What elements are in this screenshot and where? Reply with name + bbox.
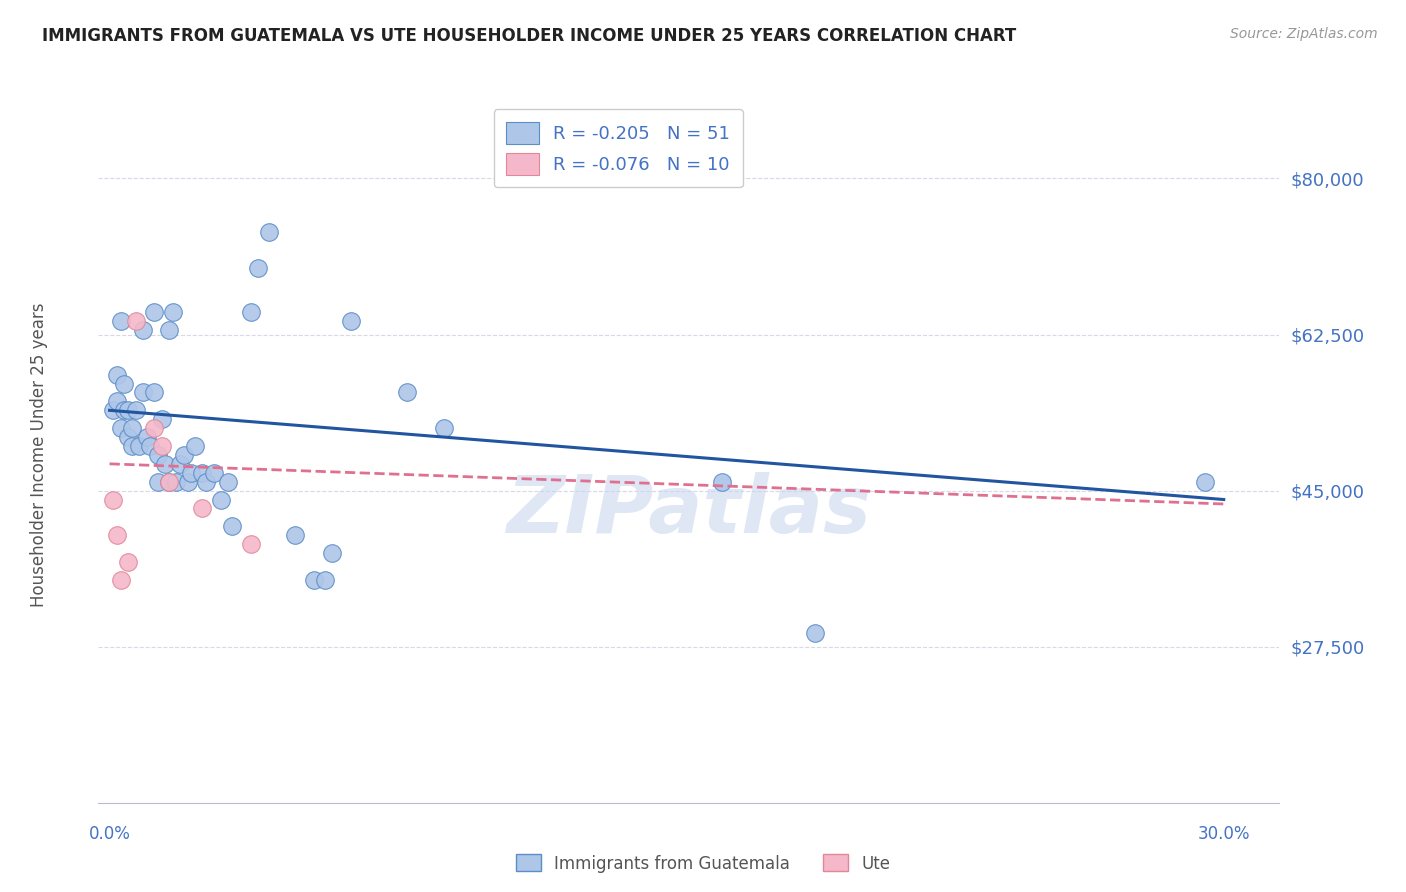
Point <box>302 573 325 587</box>
Point <box>110 573 132 587</box>
Point <box>202 466 225 480</box>
Point <box>121 439 143 453</box>
Point <box>340 314 363 328</box>
Legend: R = -0.205   N = 51, R = -0.076   N = 10: R = -0.205 N = 51, R = -0.076 N = 10 <box>494 109 742 187</box>
Point <box>191 466 214 480</box>
Point <box>217 475 239 489</box>
Point <box>155 457 177 471</box>
Point <box>135 430 157 444</box>
Text: Source: ZipAtlas.com: Source: ZipAtlas.com <box>1230 27 1378 41</box>
Point <box>132 323 155 337</box>
Point <box>110 421 132 435</box>
Point <box>321 546 343 560</box>
Point <box>146 448 169 462</box>
Point <box>173 448 195 462</box>
Point <box>195 475 218 489</box>
Point <box>239 305 262 319</box>
Point <box>221 519 243 533</box>
Text: ZIPatlas: ZIPatlas <box>506 472 872 549</box>
Point <box>804 626 827 640</box>
Point <box>150 439 173 453</box>
Point <box>176 475 198 489</box>
Point <box>103 403 125 417</box>
Point <box>143 385 166 400</box>
Point <box>284 528 307 542</box>
Text: 30.0%: 30.0% <box>1198 825 1250 843</box>
Legend: Immigrants from Guatemala, Ute: Immigrants from Guatemala, Ute <box>509 847 897 880</box>
Point <box>105 528 128 542</box>
Point <box>157 323 180 337</box>
Point <box>209 492 232 507</box>
Point <box>1194 475 1216 489</box>
Point <box>117 430 139 444</box>
Point <box>180 466 202 480</box>
Point <box>259 225 281 239</box>
Point <box>139 439 162 453</box>
Point <box>239 537 262 551</box>
Point <box>117 403 139 417</box>
Point <box>103 492 125 507</box>
Point <box>124 403 146 417</box>
Point <box>132 385 155 400</box>
Point <box>247 260 270 275</box>
Point <box>105 368 128 382</box>
Text: IMMIGRANTS FROM GUATEMALA VS UTE HOUSEHOLDER INCOME UNDER 25 YEARS CORRELATION C: IMMIGRANTS FROM GUATEMALA VS UTE HOUSEHO… <box>42 27 1017 45</box>
Point <box>143 305 166 319</box>
Point <box>143 421 166 435</box>
Point <box>128 439 150 453</box>
Point <box>157 475 180 489</box>
Point <box>112 403 135 417</box>
Point <box>169 457 191 471</box>
Text: Householder Income Under 25 years: Householder Income Under 25 years <box>31 302 48 607</box>
Point <box>157 475 180 489</box>
Point <box>124 314 146 328</box>
Point <box>117 555 139 569</box>
Point <box>105 394 128 409</box>
Point <box>433 421 456 435</box>
Point <box>184 439 207 453</box>
Point <box>395 385 418 400</box>
Text: 0.0%: 0.0% <box>89 825 131 843</box>
Point <box>146 475 169 489</box>
Point <box>314 573 336 587</box>
Point <box>112 376 135 391</box>
Point <box>165 475 187 489</box>
Point <box>110 314 132 328</box>
Point <box>150 412 173 426</box>
Point <box>162 305 184 319</box>
Point <box>121 421 143 435</box>
Point <box>711 475 734 489</box>
Point <box>191 501 214 516</box>
